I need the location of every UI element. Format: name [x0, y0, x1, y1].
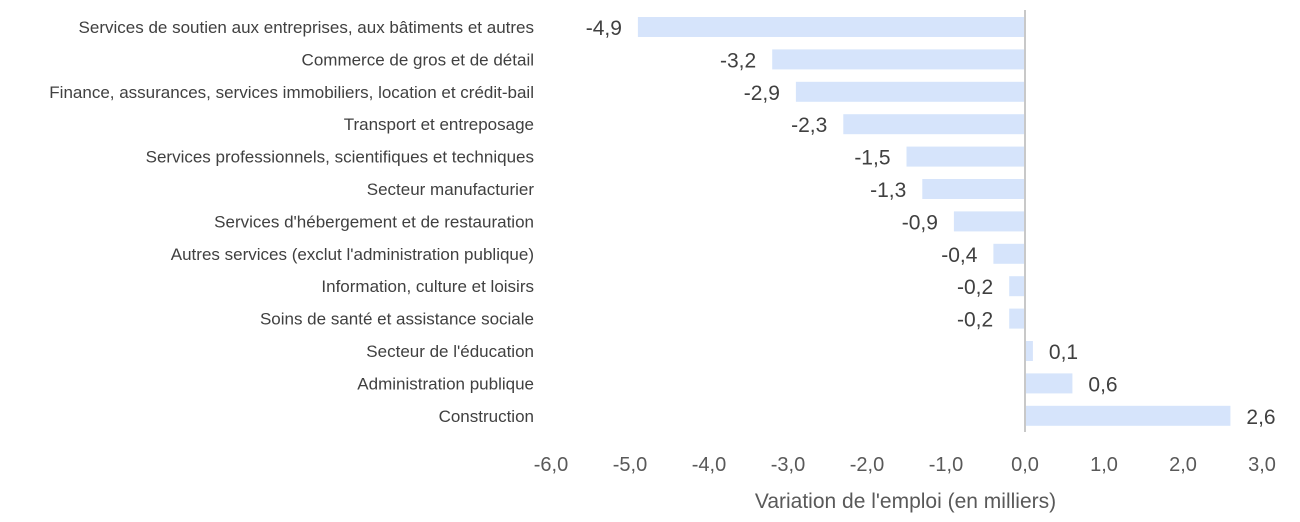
x-tick-label: -1,0	[929, 454, 963, 476]
category-labels: Services de soutien aux entreprises, aux…	[49, 18, 534, 426]
data-label: -2,3	[791, 114, 827, 137]
x-tick-label: 1,0	[1090, 454, 1118, 476]
x-tick-label: -4,0	[692, 454, 726, 476]
category-label: Services d'hébergement et de restauratio…	[214, 212, 534, 231]
data-label: -1,5	[854, 147, 890, 170]
x-tick-label: 2,0	[1169, 454, 1197, 476]
data-label: -2,9	[744, 82, 780, 105]
data-label: -0,9	[902, 211, 938, 234]
bar	[906, 146, 1025, 167]
category-label: Services professionnels, scientifiques e…	[146, 148, 534, 167]
category-label: Services de soutien aux entreprises, aux…	[79, 18, 534, 37]
x-tick-label: -3,0	[771, 454, 805, 476]
bar	[637, 17, 1025, 37]
bar	[1025, 341, 1033, 361]
bars-group	[637, 17, 1231, 426]
category-label: Construction	[439, 407, 534, 426]
category-label: Information, culture et loisirs	[321, 277, 534, 296]
category-label: Soins de santé et assistance sociale	[260, 310, 534, 329]
bar	[993, 243, 1025, 264]
category-label: Commerce de gros et de détail	[302, 50, 534, 69]
data-label: -3,2	[720, 49, 756, 72]
bar	[1025, 373, 1073, 394]
x-tick-label: 0,0	[1011, 454, 1039, 476]
category-label: Transport et entreposage	[344, 115, 534, 134]
bar	[922, 179, 1025, 199]
data-label: -1,3	[870, 179, 906, 202]
bar	[772, 49, 1025, 70]
bar	[1009, 308, 1025, 329]
category-label: Secteur de l'éducation	[366, 342, 534, 361]
category-label: Autres services (exclut l'administration…	[171, 245, 534, 264]
bar	[953, 211, 1025, 232]
bar	[843, 114, 1025, 135]
data-label: 0,1	[1049, 341, 1078, 364]
data-label: 2,6	[1246, 406, 1275, 429]
category-label: Finance, assurances, services immobilier…	[49, 83, 534, 102]
bar	[795, 81, 1025, 102]
bar	[1025, 405, 1231, 426]
bar	[1009, 276, 1025, 297]
x-axis-tick-labels: -6,0 -5,0 -4,0 -3,0 -2,0 -1,0 0,0 1,0 2,0 3,0	[534, 454, 1276, 476]
x-tick-label: -6,0	[534, 454, 568, 476]
x-axis-title: Variation de l'emploi (en milliers)	[755, 490, 1056, 513]
data-label: -0,2	[957, 276, 993, 299]
x-tick-label: 3,0	[1248, 454, 1276, 476]
category-label: Administration publique	[357, 374, 534, 393]
value-labels: -4,9 -3,2 -2,9 -2,3 -1,5 -1,3 -0,9-0,4 -0,2 -0,2…	[586, 17, 1276, 429]
data-label: -0,2	[957, 309, 993, 332]
x-tick-label: -2,0	[850, 454, 884, 476]
category-label: Secteur manufacturier	[367, 180, 535, 199]
data-label: -4,9	[586, 17, 622, 40]
x-tick-label: -5,0	[613, 454, 647, 476]
data-label: -0,4	[941, 244, 978, 267]
data-label: 0,6	[1088, 373, 1117, 396]
